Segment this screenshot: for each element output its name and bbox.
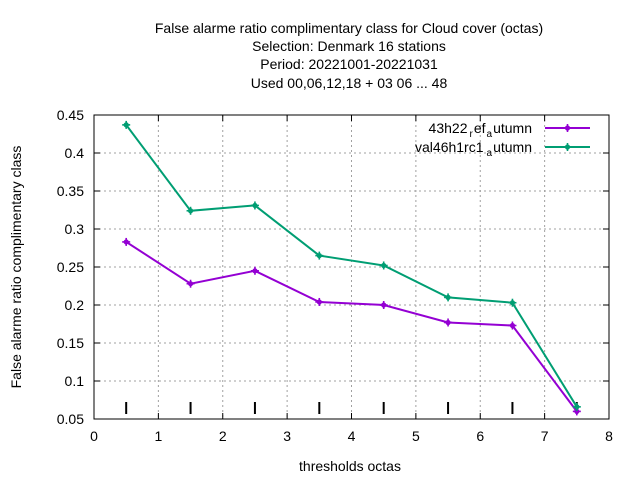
legend-1-sub1: r (469, 129, 473, 140)
y-axis-label: False alarme ratio complimentary class (8, 146, 24, 389)
series-1-point (250, 266, 259, 275)
series-1-line (125, 241, 578, 412)
series-2-point (315, 251, 324, 260)
y-tick-label: 0.25 (57, 259, 84, 275)
x-tick-label: 5 (412, 428, 420, 444)
series-1-point (315, 297, 324, 306)
legend-2-tail: utumn (493, 139, 532, 155)
series-2-point (250, 201, 259, 210)
series-2-point (444, 293, 453, 302)
y-tick-label: 0.15 (57, 335, 84, 351)
y-tick-label: 0.2 (65, 297, 85, 313)
series-2-point (508, 298, 517, 307)
legend-2-main: val46h1rc1 (415, 139, 484, 155)
series-1-point (379, 301, 388, 309)
y-tick-label: 0.35 (57, 183, 84, 199)
series-layer (122, 120, 581, 416)
series-2-point (122, 120, 131, 129)
x-tick-label: 4 (348, 428, 356, 444)
x-axis-label: thresholds octas (299, 458, 401, 474)
x-tick-label: 3 (283, 428, 291, 444)
legend-1-main: 43h22 (429, 120, 468, 136)
threshold-markers (125, 402, 578, 414)
x-axis-ticks: 0 1 2 3 4 5 6 7 8 (90, 115, 613, 444)
title-line-1: False alarme ratio complimentary class f… (155, 20, 543, 36)
x-tick-label: 0 (90, 428, 98, 444)
y-axis-ticks: 0.05 0.1 0.15 0.2 0.25 0.3 0.35 0.4 0.45 (57, 107, 609, 427)
y-tick-label: 0.3 (65, 221, 85, 237)
x-tick-label: 6 (476, 428, 484, 444)
x-tick-label: 8 (605, 428, 613, 444)
series-2-point (186, 206, 195, 215)
grid (94, 115, 609, 419)
y-tick-label: 0.45 (57, 107, 84, 123)
series-2-point (379, 261, 388, 270)
legend: 43h22 refautumn val46h1rc1 autumn (415, 120, 590, 159)
y-tick-label: 0.1 (65, 373, 85, 389)
legend-label-series-1: 43h22 refautumn (429, 120, 532, 140)
series-2 (122, 120, 581, 411)
series-1 (122, 237, 581, 416)
y-tick-label: 0.4 (65, 145, 85, 161)
series-1-point (508, 321, 517, 330)
series-1-point (444, 318, 453, 327)
legend-2-sub2: a (487, 148, 493, 159)
legend-label-series-2: val46h1rc1 autumn (415, 139, 532, 159)
series-1-point (186, 279, 195, 288)
legend-1-mid: ef (474, 120, 486, 136)
title-line-3: Period: 20221001-20221031 (260, 56, 438, 72)
series-2-line (125, 124, 578, 408)
title-line-4: Used 00,06,12,18 + 03 06 ... 48 (251, 75, 448, 91)
x-tick-label: 7 (541, 428, 549, 444)
legend-1-sub2: a (487, 129, 493, 140)
x-tick-label: 1 (154, 428, 162, 444)
plot-frame (93, 114, 610, 420)
chart-title: False alarme ratio complimentary class f… (155, 20, 543, 91)
series-1-point (122, 237, 131, 246)
legend-1-tail: utumn (493, 120, 532, 136)
x-tick-label: 2 (219, 428, 227, 444)
y-tick-label: 0.05 (57, 411, 84, 427)
title-line-2: Selection: Denmark 16 stations (252, 38, 446, 54)
series-2-point (572, 402, 581, 411)
